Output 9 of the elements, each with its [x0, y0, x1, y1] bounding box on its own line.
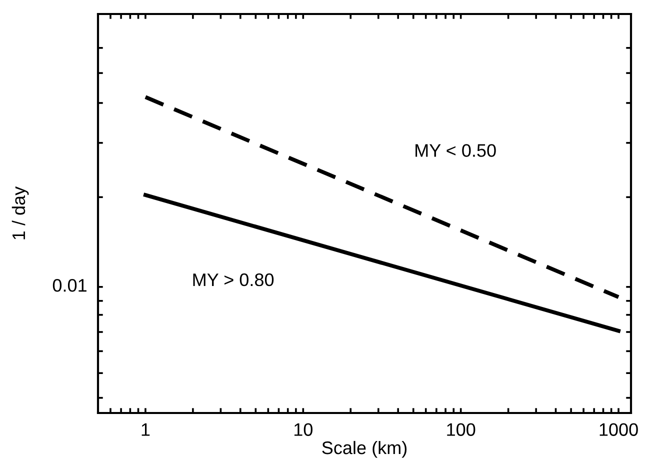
x-tick-label: 10: [294, 423, 312, 436]
text: MY < 0.50: [416, 144, 496, 157]
y-axis-title: 1 / day: [12, 186, 29, 240]
x-tick-label: 1000: [600, 423, 638, 436]
x-tick-label: 1: [142, 423, 150, 436]
text: 0.01: [52, 278, 86, 292]
x-tick-label: 100: [447, 423, 476, 436]
text: MY > 0.80: [193, 273, 274, 286]
x-axis-title: Scale (km): [322, 440, 407, 458]
